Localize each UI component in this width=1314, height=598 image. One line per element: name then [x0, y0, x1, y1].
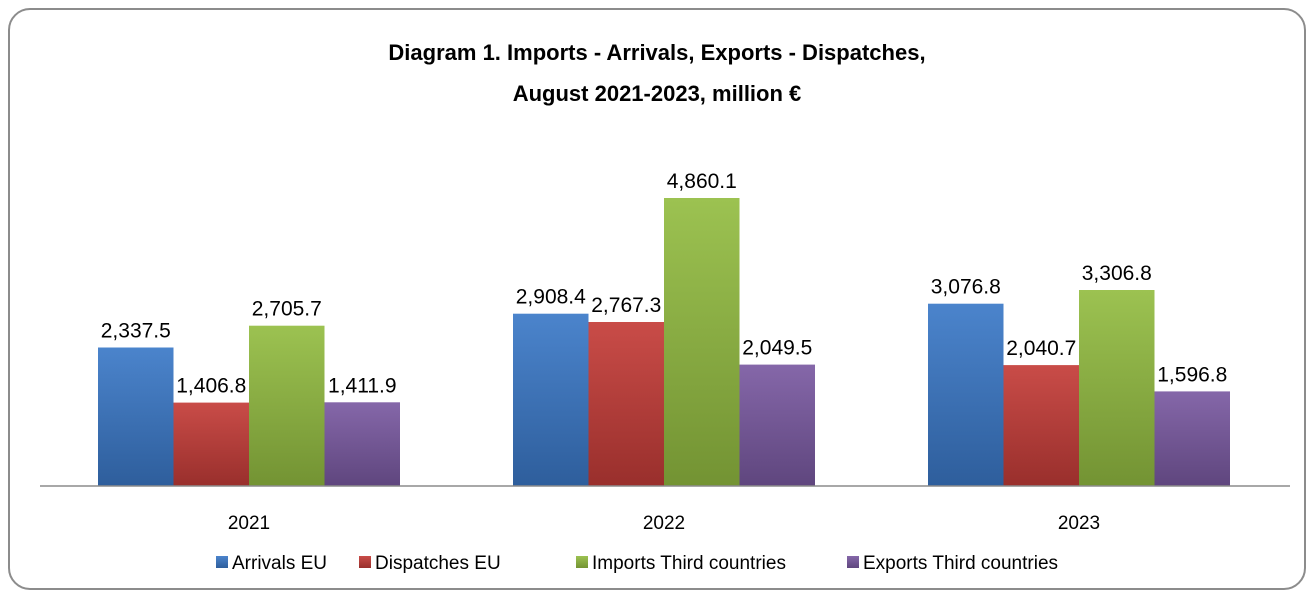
data-label-exports-third-countries-2022: 2,049.5	[742, 337, 812, 360]
bar-exports-third-countries-2021	[324, 402, 400, 486]
data-label-arrivals-eu-2021: 2,337.5	[101, 320, 171, 343]
chart-subtitle: August 2021-2023, million €	[513, 81, 802, 106]
data-label-dispatches-eu-2023: 2,040.7	[1006, 337, 1076, 360]
bars-layer	[98, 198, 1230, 486]
data-label-arrivals-eu-2022: 2,908.4	[516, 286, 586, 309]
bar-imports-third-countries-2023	[1079, 290, 1155, 486]
legend-swatch-dispatches-eu	[359, 556, 371, 568]
legend-item-exports-third-countries: Exports Third countries	[847, 553, 1058, 574]
x-tick-label-2022: 2022	[643, 513, 685, 534]
data-label-dispatches-eu-2021: 1,406.8	[176, 375, 246, 398]
data-label-exports-third-countries-2021: 1,411.9	[328, 374, 397, 397]
bar-arrivals-eu-2022	[513, 313, 589, 486]
data-label-imports-third-countries-2021: 2,705.7	[252, 298, 322, 321]
legend-label-exports-third-countries: Exports Third countries	[863, 553, 1058, 574]
legend: Arrivals EU Dispatches EU Imports Third co…	[216, 553, 1058, 574]
bar-arrivals-eu-2023	[928, 303, 1004, 486]
data-label-imports-third-countries-2023: 3,306.8	[1082, 262, 1152, 285]
x-tick-label-2021: 2021	[228, 513, 270, 534]
legend-item-arrivals-eu: Arrivals EU	[216, 553, 327, 574]
data-label-dispatches-eu-2022: 2,767.3	[591, 294, 661, 317]
bar-dispatches-eu-2022	[588, 322, 664, 486]
legend-label-dispatches-eu: Dispatches EU	[375, 553, 501, 574]
legend-label-arrivals-eu: Arrivals EU	[232, 553, 327, 574]
bar-exports-third-countries-2022	[739, 364, 815, 486]
x-tick-label-2023: 2023	[1058, 513, 1100, 534]
legend-swatch-imports-third-countries	[576, 556, 588, 568]
legend-item-dispatches-eu: Dispatches EU	[359, 553, 501, 574]
data-label-imports-third-countries-2022: 4,860.1	[667, 170, 737, 193]
bar-imports-third-countries-2022	[664, 198, 740, 486]
legend-label-imports-third-countries: Imports Third countries	[592, 553, 786, 574]
legend-item-imports-third-countries: Imports Third countries	[576, 553, 786, 574]
data-label-arrivals-eu-2023: 3,076.8	[931, 276, 1001, 299]
data-labels-layer: 2,337.5 1,406.8 2,705.7 1,411.9 2,908.4 2,767…	[101, 170, 1228, 398]
data-label-exports-third-countries-2023: 1,596.8	[1157, 363, 1227, 386]
bar-dispatches-eu-2023	[1003, 365, 1079, 486]
legend-swatch-arrivals-eu	[216, 556, 228, 568]
bar-exports-third-countries-2023	[1154, 391, 1230, 486]
legend-swatch-exports-third-countries	[847, 556, 859, 568]
x-tick-labels: 2021 2022 2023	[228, 513, 1100, 534]
bar-imports-third-countries-2021	[249, 325, 325, 486]
bar-arrivals-eu-2021	[98, 347, 174, 486]
chart-title: Diagram 1. Imports - Arrivals, Exports -…	[388, 40, 925, 65]
bar-dispatches-eu-2021	[173, 402, 249, 486]
